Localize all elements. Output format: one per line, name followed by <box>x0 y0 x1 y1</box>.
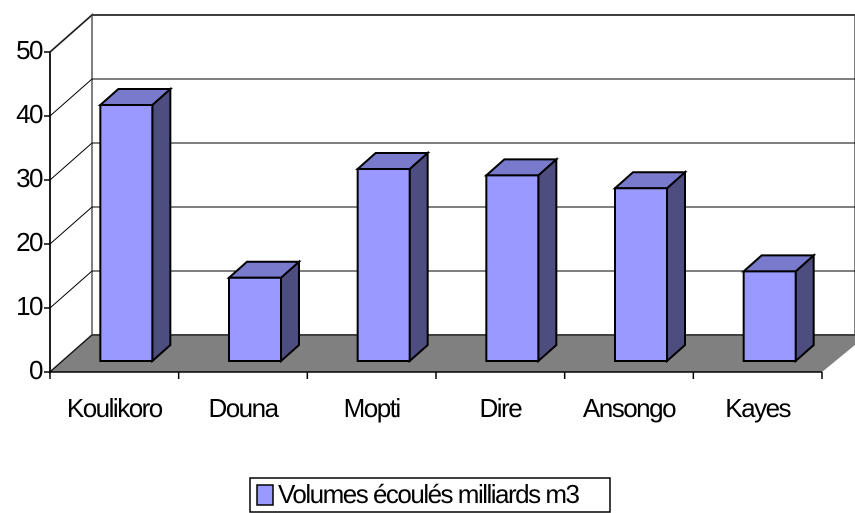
bar <box>226 259 302 364</box>
bar-side <box>666 169 686 364</box>
x-tick-label: Douna <box>208 393 279 423</box>
y-tick-label: 0 <box>29 355 43 385</box>
legend-box <box>249 477 611 513</box>
side-wall <box>49 12 93 375</box>
back-wall <box>91 14 855 336</box>
grid-line-side <box>49 14 93 53</box>
x-tick-label: Mopti <box>344 393 401 423</box>
y-tick-label: 40 <box>16 99 43 129</box>
bar-front <box>356 168 411 362</box>
grid-line-side <box>49 270 93 309</box>
x-tick-label: Dire <box>479 393 522 423</box>
x-tick-label: Ansongo <box>583 393 676 423</box>
legend-swatch <box>256 484 274 506</box>
y-tick-label: 10 <box>16 291 43 321</box>
y-tick-label: 20 <box>16 227 43 257</box>
grid-line-side <box>49 78 93 117</box>
x-tick-label: Kayes <box>725 393 791 423</box>
x-tick-label: Koulikoro <box>67 393 163 423</box>
bar-front <box>742 270 797 362</box>
legend-label: Volumes écoulés milliards m3 <box>278 479 580 509</box>
bar-front <box>485 174 540 362</box>
bar <box>97 86 173 364</box>
bar <box>741 253 817 364</box>
bar-side <box>408 150 429 364</box>
y-tick-label: 50 <box>16 35 43 65</box>
y-tick-label: 30 <box>16 163 43 193</box>
bar-side <box>794 253 815 364</box>
grid-line-side <box>49 334 93 373</box>
bar <box>355 150 431 364</box>
bar-side <box>151 86 172 364</box>
grid-line-side <box>49 142 93 181</box>
bar-front <box>228 276 282 362</box>
bar <box>483 157 559 364</box>
bar <box>612 169 688 364</box>
bar-front <box>99 104 154 362</box>
bar-side <box>537 157 558 364</box>
bar-front <box>614 187 668 362</box>
grid-line-side <box>49 206 93 245</box>
